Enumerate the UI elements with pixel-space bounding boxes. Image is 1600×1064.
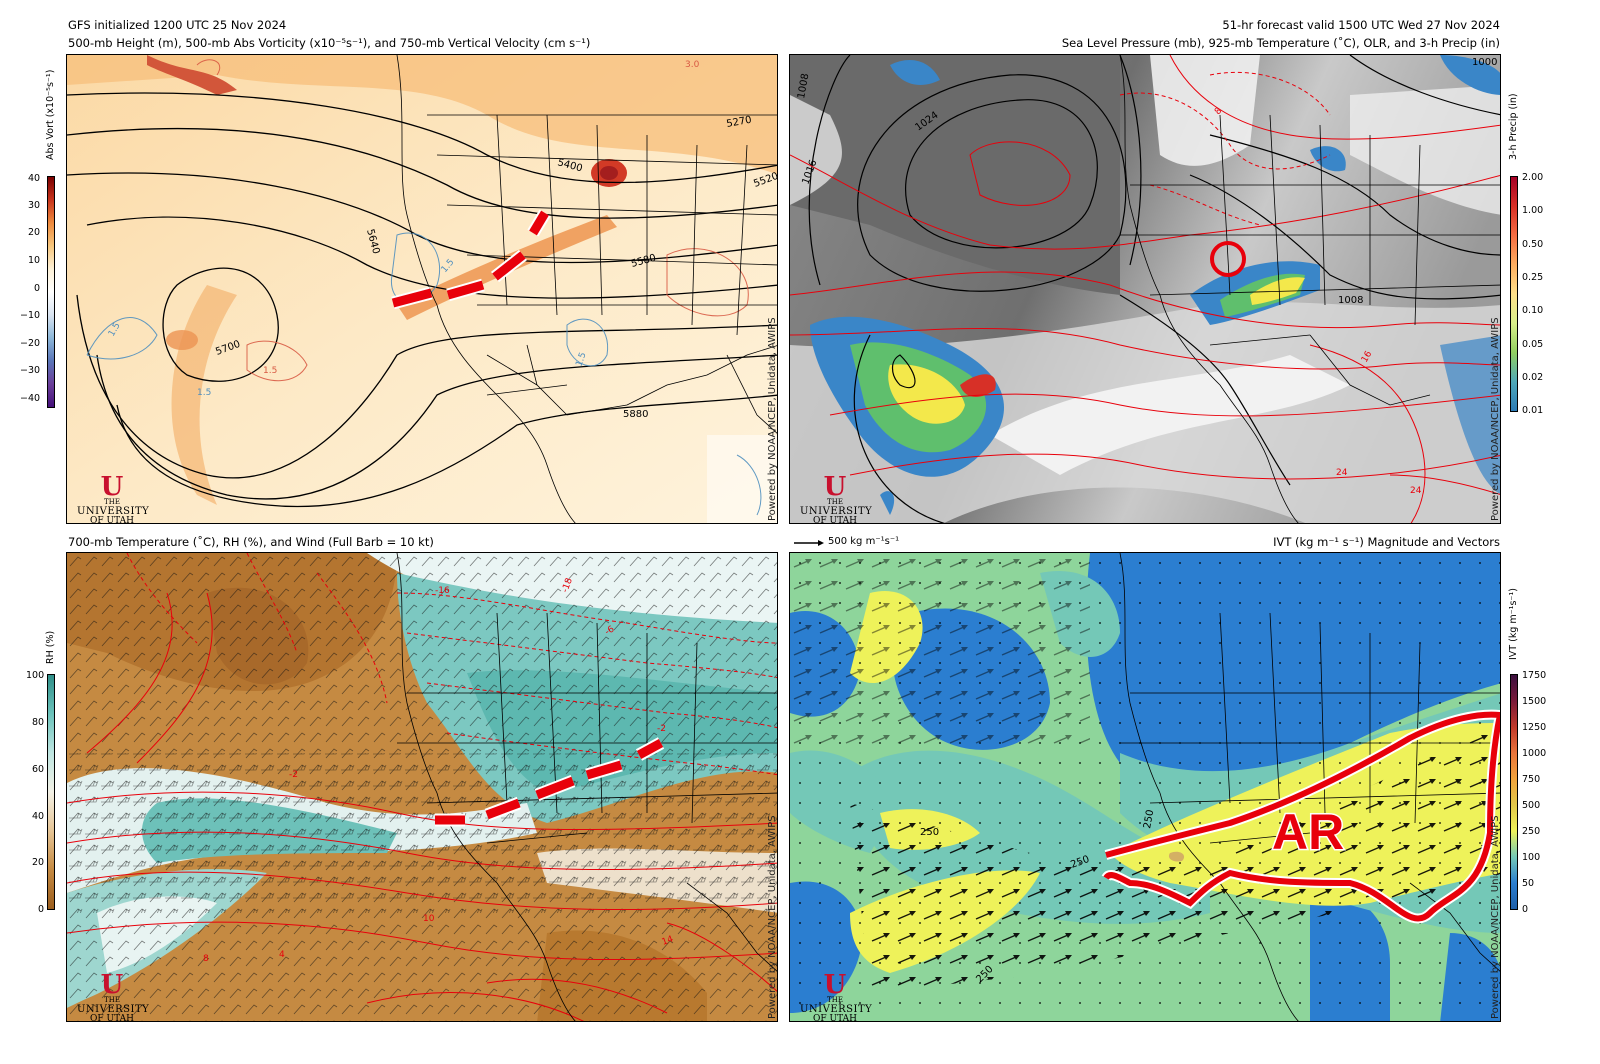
cbar-tick: 0.05 [1522, 339, 1544, 350]
university-logo: U THE UNIVERSITY OF UTAH [800, 970, 873, 1022]
cbar-tick: 0.50 [1522, 239, 1544, 250]
credit-label: Powered by NOAA/NCEP, Unidata, AWIPS [1490, 815, 1501, 1019]
utah-u-icon: U [100, 472, 124, 502]
cbar-tick: 20 [32, 857, 45, 868]
ref-arrow-icon [794, 540, 824, 546]
contour-label: -18 [560, 577, 575, 594]
cbar-tick: 2.00 [1522, 172, 1544, 183]
credit-label: Powered by NOAA/NCEP, Unidata, AWIPS [767, 815, 778, 1019]
cbar-tick: 1000 [1522, 748, 1547, 759]
contour-label: 1008 [796, 73, 811, 100]
cbar-tick: 10 [28, 255, 41, 266]
contour-label: -2 [289, 770, 298, 780]
ivt-colorbar-title: IVT (kg m⁻¹s⁻¹) [1508, 588, 1519, 660]
contour-label: 8 [203, 954, 209, 964]
vorticity-colorbar-title: Abs Vort (x10⁻⁵s⁻¹) [45, 69, 56, 160]
contour-label: 1.5 [574, 351, 588, 368]
contour-label: 3.0 [685, 60, 700, 70]
contour-label: 14 [661, 934, 675, 947]
contour-label: -16 [435, 586, 450, 596]
cbar-tick: 500 [1522, 800, 1541, 811]
panel-500mb-vorticity: 5640 5400 5520 5580 5700 5880 5270 1.5 3… [66, 54, 778, 524]
cbar-tick: 30 [28, 200, 41, 211]
vorticity-colorbar [47, 176, 55, 408]
cbar-tick: 80 [32, 717, 45, 728]
contour-label: 250 [920, 827, 939, 838]
cbar-tick: 0.25 [1522, 272, 1544, 283]
cbar-tick: 0 [1522, 904, 1529, 915]
rh-colorbar [47, 674, 55, 910]
contour-label: 1000 [1472, 57, 1497, 68]
cbar-tick: −10 [20, 310, 41, 321]
atmospheric-river-label: AR [1272, 804, 1344, 860]
cbar-tick: 0.02 [1522, 372, 1544, 383]
cbar-tick: 0.01 [1522, 405, 1544, 416]
cbar-tick: 20 [28, 227, 41, 238]
ivt-map: 250 250 250 250 AR [790, 553, 1500, 1021]
bottom-right-title: IVT (kg m⁻¹ s⁻¹) Magnitude and Vectors [1273, 535, 1500, 549]
contour-label: 4 [279, 950, 285, 960]
ivt-colorbar [1510, 674, 1518, 910]
atmospheric-river-outline-annotation [1103, 711, 1500, 922]
panel-700mb-temp-rh-wind: -18 -16 -6 -2 -2 10 14 8 4 U THE UNIVERS… [66, 552, 778, 1022]
cbar-tick: 50 [1522, 878, 1535, 889]
contour-label: 24 [1336, 468, 1348, 478]
cbar-tick: 750 [1522, 774, 1541, 785]
trough-annotation [435, 737, 665, 827]
precip-colorbar [1510, 176, 1518, 412]
contour-label: 5270 [726, 115, 753, 130]
cbar-tick: 100 [1522, 852, 1541, 863]
cbar-tick: 1.00 [1522, 205, 1544, 216]
cbar-tick: 60 [32, 764, 45, 775]
credit-label: Powered by NOAA/NCEP, Unidata, AWIPS [767, 317, 778, 521]
cbar-tick: 0.10 [1522, 305, 1544, 316]
init-time-label: GFS initialized 1200 UTC 25 Nov 2024 [68, 18, 287, 32]
bottom-left-title: 700-mb Temperature (˚C), RH (%), and Win… [68, 535, 434, 549]
top-right-title: Sea Level Pressure (mb), 925-mb Temperat… [1061, 36, 1500, 50]
cbar-tick: 40 [32, 811, 45, 822]
contour-label: 5880 [623, 409, 648, 420]
cbar-tick: −30 [20, 365, 41, 376]
precip-colorbar-title: 3-h Precip (in) [1508, 93, 1519, 160]
contour-label: 8 [1213, 106, 1224, 117]
credit-label: Powered by NOAA/NCEP, Unidata, AWIPS [1490, 317, 1501, 521]
cbar-tick: −20 [20, 338, 41, 349]
cbar-tick: 1250 [1522, 722, 1547, 733]
university-logo: U THE UNIVERSITY OF UTAH [77, 970, 150, 1022]
low-center-circle-annotation [1210, 241, 1246, 277]
slp-precip-map: 1024 1016 1008 1008 1000 16 24 24 8 [790, 55, 1500, 523]
utah-u-icon: U [823, 472, 847, 502]
ivt-reference-label: 500 kg m⁻¹s⁻¹ [828, 536, 900, 547]
cbar-tick: 1500 [1522, 696, 1547, 707]
top-left-title: 500-mb Height (m), 500-mb Abs Vorticity … [68, 36, 591, 50]
valid-time-label: 51-hr forecast valid 1500 UTC Wed 27 Nov… [1222, 18, 1500, 32]
utah-u-icon: U [823, 970, 847, 1000]
cbar-tick: −40 [20, 393, 41, 404]
university-logo: U THE UNIVERSITY OF UTAH [800, 472, 873, 524]
cbar-tick: 0 [38, 904, 45, 915]
utah-u-icon: U [100, 970, 124, 1000]
university-logo: U THE UNIVERSITY OF UTAH [77, 472, 150, 524]
cbar-tick: 40 [28, 173, 41, 184]
vorticity-map: 5640 5400 5520 5580 5700 5880 5270 1.5 3… [67, 55, 777, 523]
contour-label: 1.5 [263, 366, 277, 376]
trough-annotation [391, 209, 551, 310]
cbar-tick: 1750 [1522, 670, 1547, 681]
rh-colorbar-title: RH (%) [45, 630, 56, 664]
ivt-reference-vector [792, 535, 826, 554]
panel-ivt: 250 250 250 250 AR U THE UNIVERSITY OF U… [789, 552, 1501, 1022]
cbar-tick: 0 [34, 283, 41, 294]
contour-label: 250 [1142, 809, 1156, 830]
rh-wind-map: -18 -16 -6 -2 -2 10 14 8 4 [67, 553, 777, 1021]
contour-label: 24 [1410, 486, 1422, 496]
cbar-tick: 100 [26, 670, 45, 681]
cbar-tick: 250 [1522, 826, 1541, 837]
contour-label: 10 [423, 914, 435, 924]
contour-label: -2 [657, 724, 666, 734]
panel-slp-precip: 1024 1016 1008 1008 1000 16 24 24 8 U TH… [789, 54, 1501, 524]
contour-label: 1.5 [197, 388, 211, 398]
contour-label: 1008 [1338, 295, 1363, 306]
